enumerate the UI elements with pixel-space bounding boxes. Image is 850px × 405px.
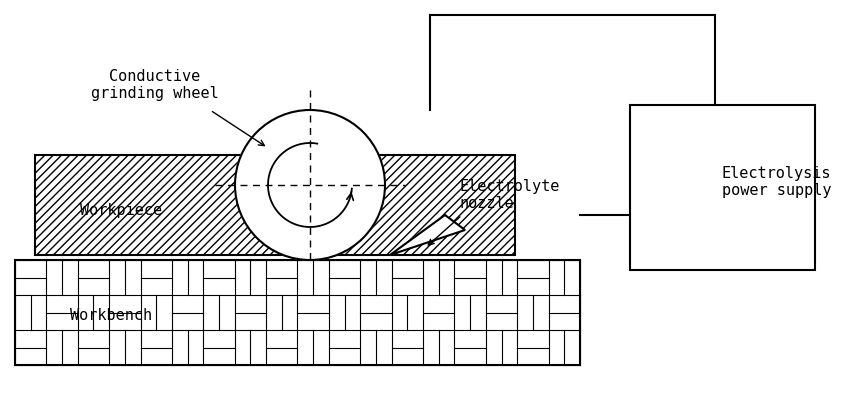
Bar — [630, 105, 815, 270]
Text: Workbench: Workbench — [70, 307, 152, 322]
Polygon shape — [390, 215, 465, 255]
Text: Conductive
grinding wheel: Conductive grinding wheel — [91, 69, 218, 101]
Bar — [35, 155, 515, 255]
Text: Electrolyte
nozzle: Electrolyte nozzle — [460, 179, 560, 211]
Text: Workpiece: Workpiece — [80, 202, 162, 217]
Bar — [15, 260, 580, 365]
Text: Electrolysis
power supply: Electrolysis power supply — [722, 166, 831, 198]
Circle shape — [235, 110, 385, 260]
